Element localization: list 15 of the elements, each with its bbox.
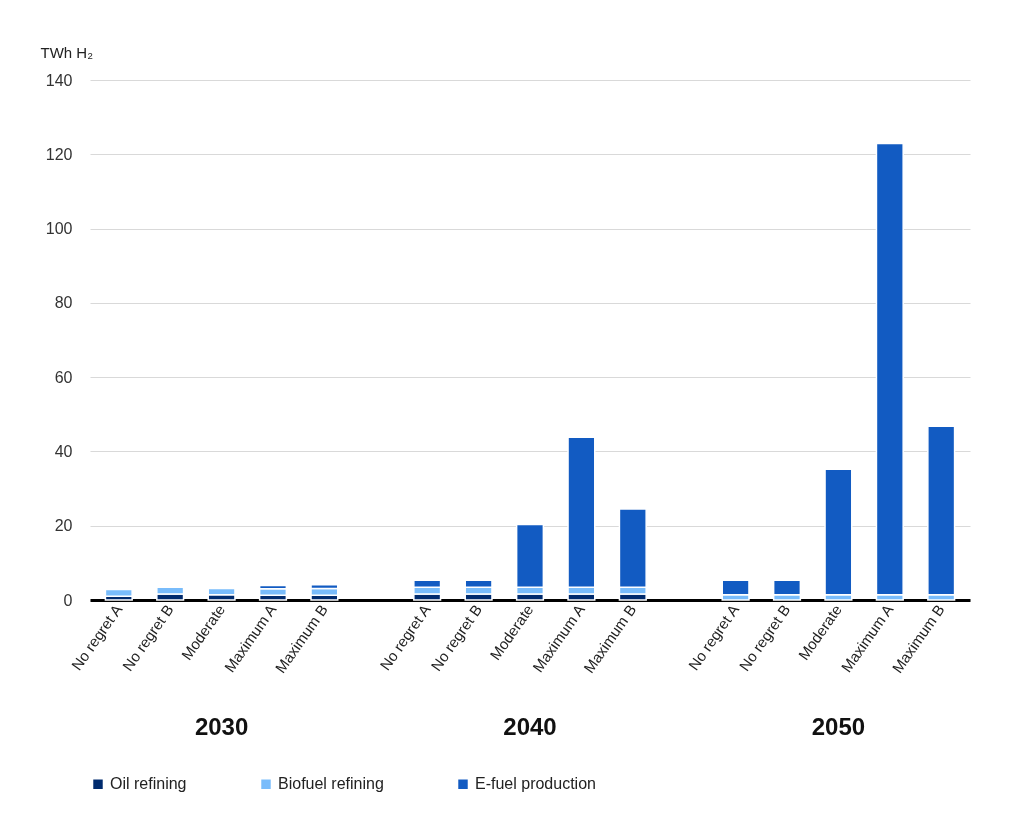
y-tick-label: 80 [54,294,73,312]
legend-label: Oil refining [110,775,187,793]
legend-label: Biofuel refining [278,775,384,793]
y-tick-label: 60 [54,368,73,386]
y-tick-label: 40 [54,442,73,460]
y-axis-title: TWh H₂ [40,43,94,61]
y-tick-label: 0 [63,591,73,609]
legend-label: E-fuel production [475,775,596,793]
text: 2040 [503,713,557,740]
y-tick-label: 120 [45,145,73,163]
y-tick-label: 140 [45,71,73,89]
text: 2030 [194,713,249,740]
y-tick-label: 20 [54,517,73,535]
text: 2050 [811,713,866,740]
y-tick-label: 100 [45,220,73,238]
